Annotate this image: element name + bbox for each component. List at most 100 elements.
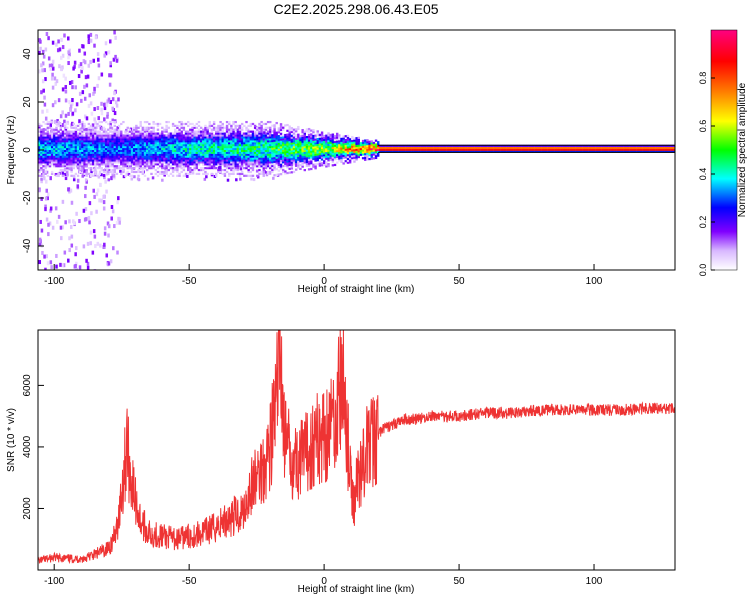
- spectrogram-cell: [59, 168, 62, 172]
- spectrogram-cell: [389, 144, 393, 147]
- spectrogram-cell: [68, 165, 71, 168]
- spectrogram-cell: [618, 146, 622, 149]
- spectrogram-cell: [342, 154, 345, 157]
- spectrogram-cell: [264, 165, 268, 168]
- spectrogram-cell: [180, 147, 183, 151]
- spectrogram-cell: [264, 167, 268, 170]
- spectrogram-cell: [70, 163, 73, 166]
- spectrogram-cell: [644, 150, 648, 153]
- spectrogram-cell: [81, 120, 84, 124]
- spectrogram-cell: [290, 136, 294, 139]
- spectrogram-cell: [167, 151, 170, 154]
- spectrogram-cell: [472, 148, 475, 151]
- spectrogram-cell: [48, 155, 52, 158]
- spectrogram-cell: [232, 145, 235, 149]
- spectrogram-cell: [103, 175, 106, 180]
- spectrogram-cell: [195, 159, 199, 162]
- spectrogram-cell: [133, 161, 136, 164]
- spectrogram-cell: [282, 134, 285, 137]
- spectrogram-cell: [301, 129, 304, 132]
- spectrogram-cell: [245, 161, 248, 164]
- spectrogram-cell: [243, 147, 246, 151]
- spectrogram-cell: [396, 146, 399, 149]
- spectrogram-cell: [277, 127, 281, 130]
- spectrogram-cell: [128, 167, 132, 170]
- spectrogram-cell: [355, 140, 358, 144]
- spectrogram-cell: [91, 159, 95, 162]
- spectrogram-cell: [623, 150, 626, 153]
- spectrogram-cell: [228, 128, 231, 131]
- spectrogram-cell: [327, 151, 330, 154]
- spectrogram-cell: [374, 154, 378, 158]
- spectrogram-cell: [154, 144, 158, 147]
- spectrogram-cell: [377, 141, 380, 144]
- spectrogram-cell: [357, 146, 360, 149]
- spectrogram-cell: [82, 44, 85, 49]
- spectrogram-cell: [161, 165, 164, 168]
- spectrogram-cell: [178, 138, 181, 141]
- spectrogram-cell: [94, 170, 97, 174]
- spectrogram-cell: [361, 141, 365, 144]
- spectrogram-cell: [346, 152, 350, 155]
- spectrogram-cell: [646, 148, 650, 151]
- spectrogram-cell: [61, 159, 65, 162]
- spectrogram-cell: [642, 146, 646, 149]
- spectrogram-cell: [288, 152, 291, 155]
- spectrogram-cell: [137, 140, 140, 143]
- spectrogram-cell: [79, 149, 82, 152]
- spectrogram-cell: [523, 150, 527, 153]
- spectrogram-cell: [178, 157, 181, 160]
- spectrogram-cell: [212, 153, 216, 156]
- spectrogram-cell: [646, 150, 650, 153]
- spectrogram-cell: [39, 219, 42, 224]
- spectrogram-cell: [318, 154, 322, 158]
- spectrogram-cell: [245, 144, 248, 147]
- spectrogram-cell: [549, 150, 553, 153]
- spectrogram-cell: [57, 134, 60, 137]
- spectrogram-cell: [66, 144, 69, 147]
- spectrogram-cell: [186, 161, 190, 164]
- spectrogram-cell: [141, 144, 145, 147]
- spectrogram-cell: [228, 142, 231, 145]
- spectrogram-cell: [165, 153, 168, 156]
- spectrogram-cell: [271, 153, 274, 156]
- spectrogram-cell: [186, 149, 190, 152]
- spectrogram-cell: [266, 130, 270, 133]
- spectrogram-cell: [430, 144, 434, 147]
- spectrogram-cell: [543, 148, 546, 151]
- spectrogram-cell: [621, 146, 624, 149]
- spectrogram-cell: [657, 144, 661, 147]
- spectrogram-cell: [264, 126, 268, 129]
- spectrogram-cell: [66, 153, 69, 156]
- spectrogram-cell: [243, 124, 246, 127]
- spectrogram-cell: [84, 207, 88, 212]
- spectrogram-cell: [83, 114, 87, 119]
- spectrogram-cell: [316, 151, 319, 154]
- spectrogram-cell: [117, 144, 121, 147]
- spectrogram-cell: [262, 134, 265, 137]
- spectrogram-cell: [210, 151, 214, 154]
- spectrogram-cell: [277, 150, 281, 153]
- spectrogram-cell: [253, 151, 257, 154]
- spectrogram-cell: [260, 157, 263, 160]
- spectrogram-cell: [340, 143, 343, 146]
- spectrogram-cell: [174, 140, 177, 143]
- spectrogram-cell: [61, 149, 65, 152]
- spectrogram-cell: [290, 140, 294, 143]
- spectrogram-cell: [221, 136, 224, 139]
- spectrogram-cell: [139, 124, 142, 127]
- spectrogram-cell: [94, 151, 97, 154]
- spectrogram-cell: [243, 134, 246, 137]
- spectrogram-cell: [428, 150, 432, 153]
- spectrogram-cell: [184, 144, 188, 147]
- spectrogram-cell: [80, 69, 83, 74]
- spectrogram-cell: [228, 157, 231, 160]
- spectrogram-cell: [171, 157, 175, 160]
- spectrogram-cell: [571, 148, 574, 151]
- spectrogram-cell: [167, 134, 170, 137]
- spectrogram-cell: [212, 145, 216, 149]
- spectrogram-cell: [63, 144, 67, 147]
- spectrogram-cell: [76, 165, 80, 168]
- spectrogram-cell: [193, 157, 196, 160]
- spectrogram-cell: [96, 147, 99, 151]
